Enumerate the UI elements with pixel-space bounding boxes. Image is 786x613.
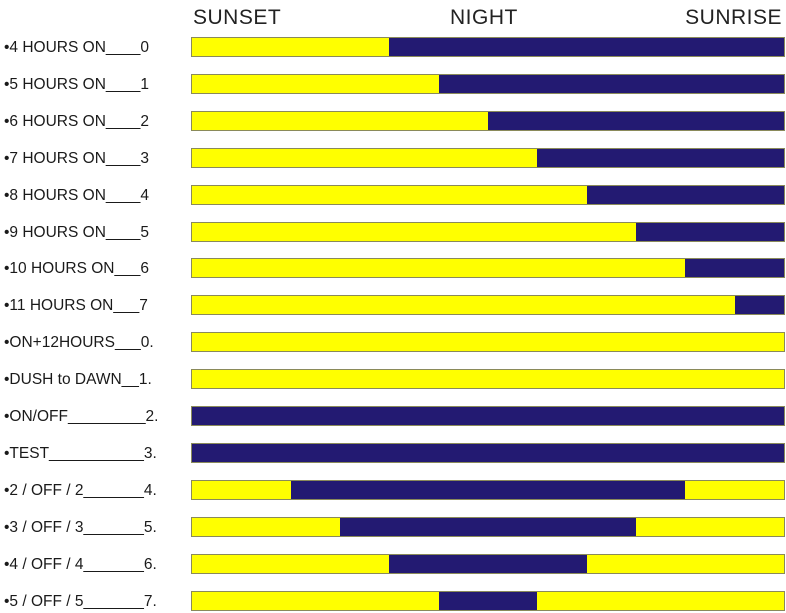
mode-label: •ON/OFF_________2. — [4, 408, 159, 425]
timeline-bar — [191, 590, 785, 611]
timeline-bar — [191, 479, 785, 500]
mode-label: •8 HOURS ON____4 — [4, 186, 149, 204]
on-segment — [192, 38, 390, 56]
mode-label: •3 / OFF / 3_______5. — [4, 518, 157, 536]
on-segment — [192, 554, 390, 573]
mode-row: •TEST___________3. — [0, 442, 786, 465]
on-segment — [192, 259, 686, 278]
timeline-bar — [191, 110, 785, 131]
on-segment — [192, 222, 636, 241]
on-segment — [192, 591, 439, 610]
night-label: NIGHT — [450, 6, 518, 29]
timeline-bar — [191, 516, 785, 537]
mode-row: •3 / OFF / 3_______5. — [0, 516, 786, 539]
on-segment — [192, 74, 439, 93]
mode-label: •4 HOURS ON____0 — [4, 39, 149, 56]
timeline-bar — [191, 332, 785, 353]
sunset-label: SUNSET — [193, 6, 282, 29]
on-segment — [537, 591, 784, 610]
mode-label: •2 / OFF / 2_______4. — [4, 481, 157, 499]
mode-row: •5 / OFF / 5_______7. — [0, 590, 786, 613]
timeline-bar — [191, 258, 785, 279]
on-segment — [192, 111, 488, 130]
mode-row: •ON+12HOURS___0. — [0, 332, 786, 354]
mode-label: •5 HOURS ON____1 — [4, 75, 149, 93]
mode-row: •10 HOURS ON___6 — [0, 258, 786, 280]
mode-row: •DUSH to DAWN__1. — [0, 369, 786, 391]
mode-row: •7 HOURS ON____3 — [0, 147, 786, 170]
timeline-bar — [191, 442, 785, 463]
timeline-bar — [191, 295, 785, 316]
on-segment — [192, 148, 538, 167]
timeline-bar — [191, 147, 785, 168]
mode-label: •6 HOURS ON____2 — [4, 112, 149, 130]
mode-label: •9 HOURS ON____5 — [4, 223, 149, 241]
on-segment — [192, 480, 291, 499]
mode-row: •6 HOURS ON____2 — [0, 110, 786, 133]
on-segment — [192, 333, 784, 352]
mode-label: •10 HOURS ON___6 — [4, 260, 149, 278]
mode-row: •5 HOURS ON____1 — [0, 73, 786, 96]
on-segment — [636, 517, 784, 536]
mode-row: •4 HOURS ON____0 — [0, 37, 786, 59]
mode-label: •TEST___________3. — [4, 444, 157, 462]
on-segment — [685, 480, 784, 499]
mode-label: •5 / OFF / 5_______7. — [4, 592, 157, 610]
timeline-bar — [191, 73, 785, 94]
mode-label: •7 HOURS ON____3 — [4, 149, 149, 167]
mode-row: •ON/OFF_________2. — [0, 406, 786, 428]
sunrise-label: SUNRISE — [685, 6, 782, 29]
mode-row: •11 HOURS ON___7 — [0, 295, 786, 317]
mode-label: •4 / OFF / 4_______6. — [4, 555, 157, 573]
timeline-bar — [191, 221, 785, 242]
timeline-bar — [191, 369, 785, 390]
mode-label: •DUSH to DAWN__1. — [4, 371, 152, 389]
timeline-bar — [191, 553, 785, 574]
on-segment — [192, 370, 784, 389]
on-segment — [192, 296, 735, 315]
timeline-bar — [191, 37, 785, 57]
on-segment — [192, 185, 587, 204]
mode-row: •8 HOURS ON____4 — [0, 184, 786, 207]
timeline-header: SUNSET NIGHT SUNRISE — [0, 6, 786, 34]
mode-label: •11 HOURS ON___7 — [4, 297, 148, 315]
mode-row: •2 / OFF / 2_______4. — [0, 479, 786, 502]
mode-row: •9 HOURS ON____5 — [0, 221, 786, 244]
mode-label: •ON+12HOURS___0. — [4, 334, 154, 352]
on-segment — [192, 517, 340, 536]
timeline-bar — [191, 406, 785, 426]
timeline-bar — [191, 184, 785, 205]
on-segment — [586, 554, 784, 573]
mode-row: •4 / OFF / 4_______6. — [0, 553, 786, 576]
